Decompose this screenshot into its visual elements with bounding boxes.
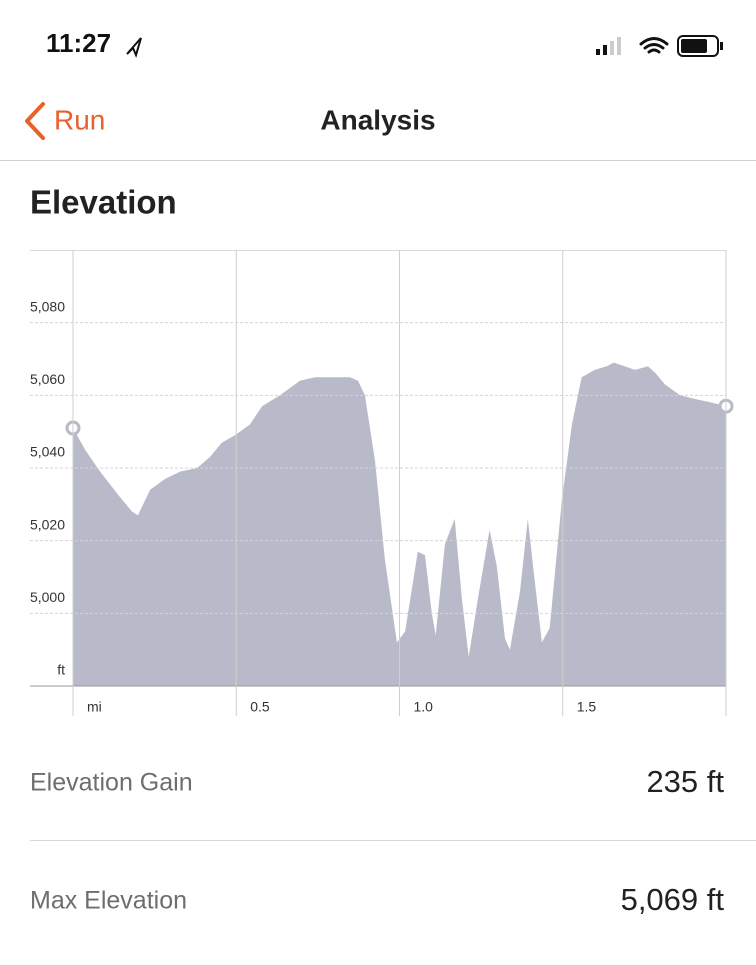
x-tick-label: 1.0 (414, 699, 434, 715)
nav-title: Analysis (320, 104, 435, 135)
y-tick-label: ft (57, 662, 65, 678)
battery-level (681, 39, 707, 53)
stat-value: 5,069 ft (621, 882, 725, 917)
back-label[interactable]: Run (54, 104, 105, 135)
location-icon (126, 37, 142, 58)
y-tick-label: 5,060 (30, 371, 65, 387)
y-tick-label: 5,040 (30, 444, 65, 460)
wifi-icon (639, 37, 669, 54)
stat-value: 235 ft (646, 764, 724, 799)
elevation-chart: ft 5,000 5,020 5,040 5,060 5,080 mi 0.5 1.0 1.5 (30, 250, 734, 716)
signal-icon (596, 37, 621, 55)
back-button[interactable]: Run (25, 102, 105, 140)
x-tick-label: mi (87, 699, 102, 715)
x-tick-label: 1.5 (577, 699, 597, 715)
status-time: 11:27 (46, 28, 111, 58)
back-chevron[interactable] (25, 102, 45, 140)
stat-label: Elevation Gain (30, 769, 193, 797)
battery-icon (677, 35, 719, 57)
battery-tip (720, 42, 723, 50)
section-title: Elevation (30, 184, 177, 221)
y-tick-label: 5,080 (30, 298, 65, 314)
y-tick-label: 5,020 (30, 516, 65, 532)
stat-label: Max Elevation (30, 887, 187, 915)
y-tick-label: 5,000 (30, 589, 65, 605)
x-tick-label: 0.5 (250, 699, 270, 715)
